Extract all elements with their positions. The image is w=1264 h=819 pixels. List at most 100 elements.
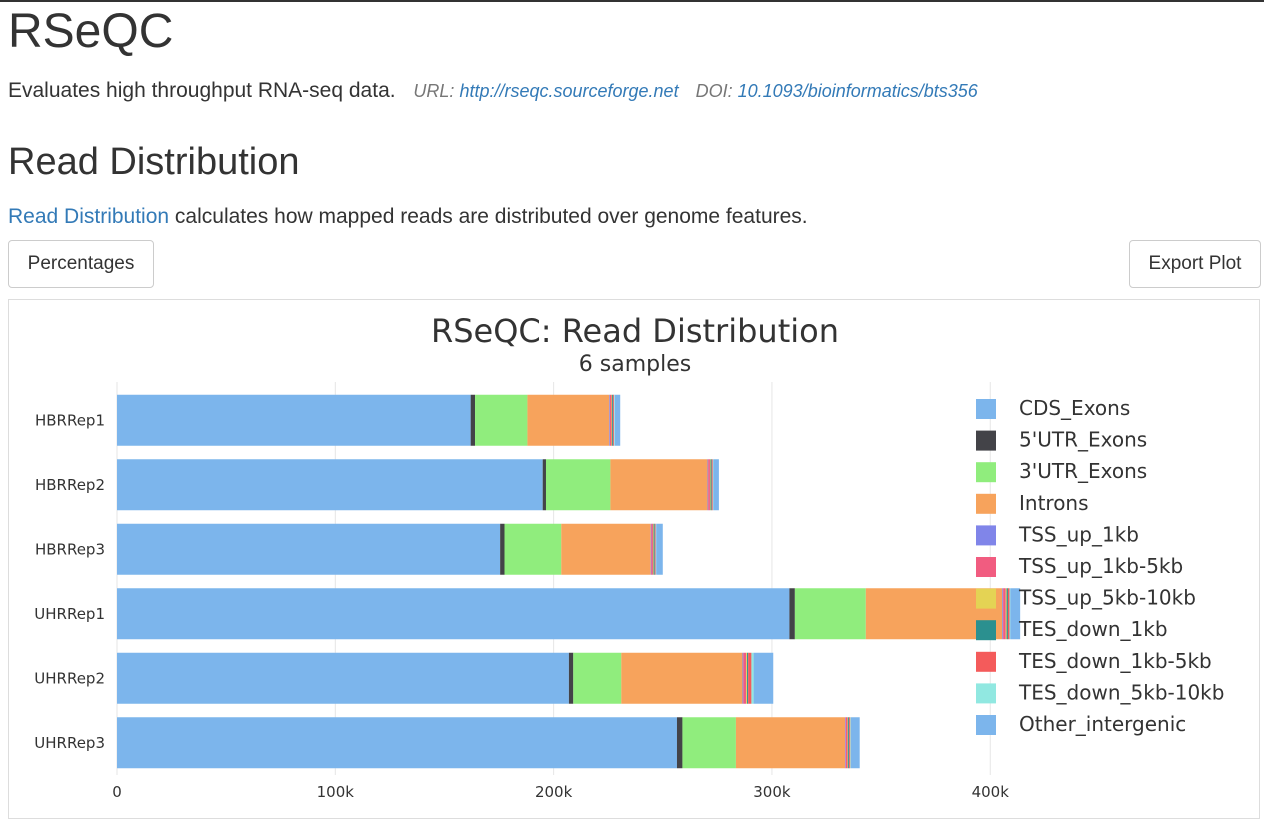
legend-label: TSS_up_1kb: [1018, 522, 1139, 546]
bar-uhrrep3-tes-down-1kb-5kb[interactable]: [849, 717, 851, 769]
bar-uhrrep3-tes-down-1kb[interactable]: [848, 717, 850, 769]
bar-hbrrep2-cds-exons[interactable]: [117, 459, 543, 511]
bar-hbrrep1-tss-up-1kb[interactable]: [609, 394, 610, 446]
bar-hbrrep1-cds-exons[interactable]: [117, 394, 471, 446]
bar-hbrrep2-tes-down-5kb-10kb[interactable]: [712, 459, 714, 511]
bar-uhrrep2-tss-up-1kb-5kb[interactable]: [743, 652, 747, 704]
read-distribution-chart: RSeQC: Read Distribution 6 samples HBRRe…: [34, 312, 1224, 801]
bar-hbrrep1-other-intergenic[interactable]: [614, 394, 621, 446]
bar-uhrrep1-tss-up-1kb-5kb[interactable]: [1003, 588, 1006, 640]
bar-series: [117, 394, 1021, 769]
legend-item-tss-up-5kb-10kb[interactable]: TSS_up_5kb-10kb: [976, 586, 1196, 610]
chart-subtitle: 6 samples: [579, 352, 691, 377]
bar-hbrrep3-introns[interactable]: [561, 523, 651, 575]
bar-uhrrep1-tes-down-1kb[interactable]: [1006, 588, 1008, 640]
doi-link[interactable]: 10.1093/bioinformatics/bts356: [737, 81, 978, 101]
bar-hbrrep2-tss-up-1kb[interactable]: [707, 459, 709, 511]
bar-hbrrep3-3-utr-exons[interactable]: [504, 523, 562, 575]
chart-legend: CDS_Exons 5'UTR_Exons 3'UTR_Exons Introns TS…: [976, 396, 1224, 736]
legend-item-3-utr-exons[interactable]: 3'UTR_Exons: [976, 459, 1147, 483]
bar-uhrrep3-cds-exons[interactable]: [117, 717, 677, 769]
bar-uhrrep2-3-utr-exons[interactable]: [573, 652, 622, 704]
bar-hbrrep3-tss-up-1kb-5kb[interactable]: [651, 523, 653, 575]
legend-item-tes-down-5kb-10kb[interactable]: TES_down_5kb-10kb: [976, 680, 1224, 704]
bar-uhrrep2-tss-up-5kb-10kb[interactable]: [746, 652, 748, 704]
bar-hbrrep1-5-utr-exons[interactable]: [470, 394, 476, 446]
bar-uhrrep1-tes-down-5kb-10kb[interactable]: [1009, 588, 1011, 640]
y-tick-label: HBRRep3: [35, 540, 105, 558]
bar-hbrrep2-other-intergenic[interactable]: [713, 459, 719, 511]
bar-uhrrep3-tss-up-1kb[interactable]: [845, 717, 846, 769]
bar-uhrrep2-cds-exons[interactable]: [117, 652, 569, 704]
bar-uhrrep2-tes-down-5kb-10kb[interactable]: [751, 652, 754, 704]
bar-hbrrep3-tss-up-1kb[interactable]: [650, 523, 652, 575]
legend-item-other-intergenic[interactable]: Other_intergenic: [976, 712, 1186, 736]
bar-hbrrep3-other-intergenic[interactable]: [656, 523, 663, 575]
bar-hbrrep3-tes-down-1kb[interactable]: [653, 523, 655, 575]
description-text: Evaluates high throughput RNA-seq data.: [8, 79, 396, 102]
bar-uhrrep1-tes-down-1kb-5kb[interactable]: [1007, 588, 1010, 640]
url-link[interactable]: http://rseqc.sourceforge.net: [459, 81, 679, 101]
legend-item-tes-down-1kb[interactable]: TES_down_1kb: [976, 617, 1168, 641]
bar-hbrrep2-3-utr-exons[interactable]: [545, 459, 611, 511]
bar-uhrrep3-introns[interactable]: [735, 717, 846, 769]
bar-hbrrep1-tes-down-1kb[interactable]: [612, 394, 614, 446]
legend-item-introns[interactable]: Introns: [976, 491, 1089, 515]
section-description: Read Distribution calculates how mapped …: [8, 204, 808, 230]
legend-label: 5'UTR_Exons: [1019, 428, 1147, 452]
bar-hbrrep1-introns[interactable]: [527, 394, 610, 446]
bar-uhrrep1-tss-up-1kb[interactable]: [1002, 588, 1004, 640]
bar-uhrrep2-tes-down-1kb-5kb[interactable]: [748, 652, 752, 704]
legend-item-tss-up-1kb[interactable]: TSS_up_1kb: [976, 522, 1139, 546]
bar-hbrrep3-tes-down-5kb-10kb[interactable]: [655, 523, 657, 575]
bar-uhrrep3-tss-up-5kb-10kb[interactable]: [847, 717, 849, 769]
page-title: RSeQC: [8, 5, 174, 58]
bar-uhrrep1-other-intergenic[interactable]: [1010, 588, 1021, 640]
legend-item-5-utr-exons[interactable]: 5'UTR_Exons: [976, 428, 1147, 452]
bar-hbrrep3-5-utr-exons[interactable]: [500, 523, 505, 575]
bar-uhrrep3-tes-down-5kb-10kb[interactable]: [850, 717, 851, 769]
bar-uhrrep1-tss-up-5kb-10kb[interactable]: [1005, 588, 1007, 640]
legend-label: Other_intergenic: [1019, 712, 1186, 736]
x-tick-label: 200k: [535, 783, 573, 801]
bar-hbrrep2-tss-up-1kb-5kb[interactable]: [708, 459, 710, 511]
bar-hbrrep1-tes-down-1kb-5kb[interactable]: [613, 394, 615, 446]
export-plot-button[interactable]: Export Plot: [1129, 240, 1261, 288]
bar-hbrrep1-tss-up-1kb-5kb[interactable]: [609, 394, 612, 446]
section-doc-link[interactable]: Read Distribution: [8, 205, 170, 228]
section-description-text: calculates how mapped reads are distribu…: [169, 205, 808, 228]
y-tick-label: HBRRep1: [35, 411, 105, 429]
bar-hbrrep2-tes-down-1kb-5kb[interactable]: [711, 459, 713, 511]
bar-uhrrep1-3-utr-exons[interactable]: [794, 588, 866, 640]
bar-hbrrep3-cds-exons[interactable]: [117, 523, 501, 575]
bar-hbrrep2-tes-down-1kb[interactable]: [710, 459, 712, 511]
bar-uhrrep2-5-utr-exons[interactable]: [568, 652, 574, 704]
bar-hbrrep3-tes-down-1kb-5kb[interactable]: [654, 523, 656, 575]
doi-label: DOI:: [695, 81, 733, 101]
bar-uhrrep2-tss-up-1kb[interactable]: [742, 652, 744, 704]
bar-uhrrep2-other-intergenic[interactable]: [753, 652, 774, 704]
bar-row-hbrrep3: [117, 523, 663, 575]
legend-item-cds-exons[interactable]: CDS_Exons: [976, 396, 1130, 420]
bar-uhrrep3-3-utr-exons[interactable]: [682, 717, 736, 769]
bar-hbrrep1-tes-down-5kb-10kb[interactable]: [614, 394, 615, 446]
bar-uhrrep3-tss-up-1kb-5kb[interactable]: [845, 717, 848, 769]
bar-hbrrep3-tss-up-5kb-10kb[interactable]: [652, 523, 654, 575]
bar-hbrrep2-tss-up-5kb-10kb[interactable]: [709, 459, 711, 511]
bar-uhrrep2-introns[interactable]: [621, 652, 743, 704]
legend-item-tes-down-1kb-5kb[interactable]: TES_down_1kb-5kb: [976, 649, 1212, 673]
bar-hbrrep2-introns[interactable]: [610, 459, 708, 511]
legend-swatch: [976, 588, 996, 609]
bar-uhrrep3-5-utr-exons[interactable]: [676, 717, 683, 769]
url-label: URL:: [413, 81, 455, 101]
bar-uhrrep2-tes-down-1kb[interactable]: [747, 652, 749, 704]
bar-uhrrep1-5-utr-exons[interactable]: [789, 588, 795, 640]
bar-hbrrep1-3-utr-exons[interactable]: [475, 394, 528, 446]
bar-uhrrep3-other-intergenic[interactable]: [850, 717, 860, 769]
percentages-button[interactable]: Percentages: [8, 240, 154, 288]
bar-uhrrep1-cds-exons[interactable]: [117, 588, 790, 640]
bar-hbrrep2-5-utr-exons[interactable]: [542, 459, 546, 511]
legend-label: CDS_Exons: [1019, 396, 1130, 420]
bar-hbrrep1-tss-up-5kb-10kb[interactable]: [611, 394, 613, 446]
legend-item-tss-up-1kb-5kb[interactable]: TSS_up_1kb-5kb: [976, 554, 1183, 578]
